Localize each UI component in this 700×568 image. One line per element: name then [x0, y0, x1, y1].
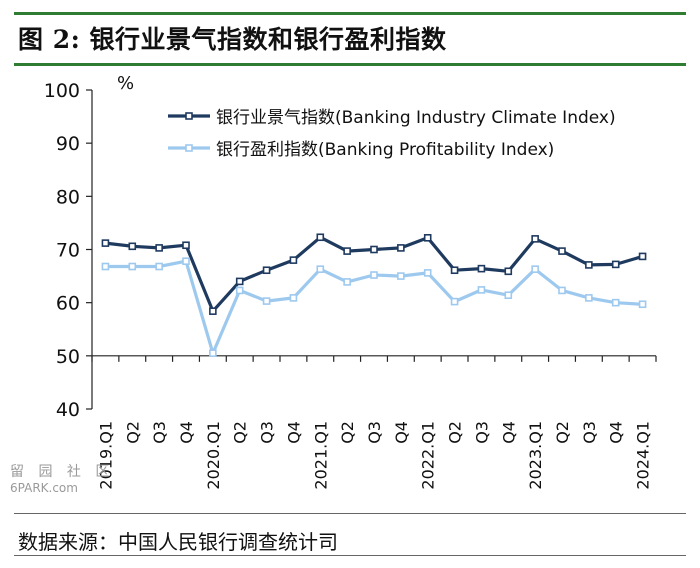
title-rule-bottom: [14, 63, 686, 66]
data-point: [289, 256, 298, 264]
data-point: [343, 278, 351, 286]
data-point: [262, 266, 271, 275]
data-point: [450, 297, 459, 306]
y-tick-label: 40: [56, 399, 80, 421]
data-point: [155, 244, 163, 252]
data-point: [316, 233, 325, 242]
data-point: [182, 257, 190, 265]
legend-label: 银行盈利指数(Banking Profitability Index): [216, 140, 554, 160]
data-point: [558, 247, 566, 255]
data-point: [316, 265, 325, 273]
data-point: [209, 349, 217, 357]
data-point: [235, 286, 244, 295]
watermark-glyphs: 留 园 社 区: [10, 464, 115, 480]
x-tick-label: 2022.Q1: [419, 421, 438, 490]
legend-entry-profitability-index: 银行盈利指数(Banking Profitability Index): [168, 140, 554, 160]
x-tick-label: Q3: [365, 421, 384, 444]
x-tick-label: Q4: [284, 421, 303, 444]
data-point: [128, 242, 137, 251]
x-tick-label: Q2: [553, 421, 572, 444]
data-point: [531, 265, 539, 273]
data-point: [209, 307, 217, 315]
x-tick-label: 2024.Q1: [634, 421, 653, 490]
data-point: [477, 286, 486, 294]
data-point: [423, 269, 432, 277]
legend-swatch-marker: [185, 112, 193, 120]
legend-swatch-marker: [185, 144, 193, 152]
title-rule-top: [14, 12, 686, 15]
data-point: [450, 266, 459, 275]
x-tick-label: Q4: [177, 421, 196, 444]
data-point: [370, 245, 378, 254]
x-tick-label: 2023.Q1: [526, 421, 545, 490]
x-tick-label: 2019.Q1: [96, 421, 115, 490]
y-tick-label: 50: [56, 346, 80, 368]
data-point: [558, 286, 566, 295]
data-point: [289, 294, 298, 302]
x-tick-label: 2020.Q1: [204, 421, 223, 490]
x-tick-label: Q3: [150, 421, 169, 444]
x-tick-label: Q4: [607, 421, 626, 444]
data-point: [101, 262, 110, 271]
y-tick-label: 70: [56, 240, 80, 262]
x-tick-label: Q4: [499, 421, 518, 444]
data-point: [155, 262, 163, 271]
legend-entry-climate-index: 银行业景气指数(Banking Industry Climate Index): [168, 108, 616, 128]
data-point: [397, 244, 405, 252]
source-rule-bottom: [14, 555, 686, 556]
y-tick-label: 80: [56, 186, 80, 208]
data-point: [423, 234, 432, 242]
data-point: [611, 260, 620, 269]
figure-title: 图 2: 银行业景气指数和银行盈利指数: [18, 25, 447, 54]
y-tick-label: 90: [56, 133, 80, 155]
watermark-logo: 留 园 社 区 6PARK.com: [10, 464, 114, 495]
x-tick-label: Q2: [123, 421, 142, 444]
x-tick-label: Q2: [231, 421, 250, 444]
data-point: [343, 247, 351, 255]
watermark-site: 6PARK.com: [10, 480, 78, 495]
source-rule-top: [14, 513, 686, 514]
y-tick-label: 100: [44, 80, 80, 102]
series-climate-index: [101, 233, 647, 315]
data-point: [128, 262, 137, 271]
x-tick-label: Q2: [446, 421, 465, 444]
data-point: [504, 291, 513, 300]
data-point: [477, 264, 486, 273]
data-point: [638, 252, 647, 261]
data-point: [370, 271, 378, 279]
data-point: [504, 267, 513, 276]
x-tick-label: Q3: [258, 421, 277, 444]
data-point: [638, 300, 647, 309]
x-tick-label: Q4: [392, 421, 411, 444]
series-profitability-index: [101, 257, 647, 357]
data-point: [585, 261, 593, 269]
data-point: [397, 272, 405, 280]
data-point: [611, 298, 620, 307]
y-tick-label: 60: [56, 293, 80, 315]
data-point: [182, 241, 190, 250]
axes: 40 50 60 70 80 90 100 % 2019.Q1 Q2 Q3 Q4 2020.Q1 Q2 Q3…: [44, 73, 657, 490]
y-unit-label: %: [117, 73, 134, 94]
x-tick-label: Q3: [472, 421, 491, 444]
data-point: [262, 297, 271, 305]
data-source: 数据来源：中国人民银行调查统计司: [18, 530, 338, 554]
series-layer: [101, 233, 647, 357]
data-point: [585, 294, 593, 302]
data-point: [235, 277, 244, 286]
x-tick-label: Q2: [338, 421, 357, 444]
x-tick-label: 2021.Q1: [311, 421, 330, 490]
legend: 银行业景气指数(Banking Industry Climate Index) 银…: [168, 108, 616, 160]
x-tick-label: Q3: [580, 421, 599, 444]
legend-label: 银行业景气指数(Banking Industry Climate Index): [216, 108, 616, 128]
data-point: [101, 239, 110, 247]
data-point: [531, 235, 539, 243]
